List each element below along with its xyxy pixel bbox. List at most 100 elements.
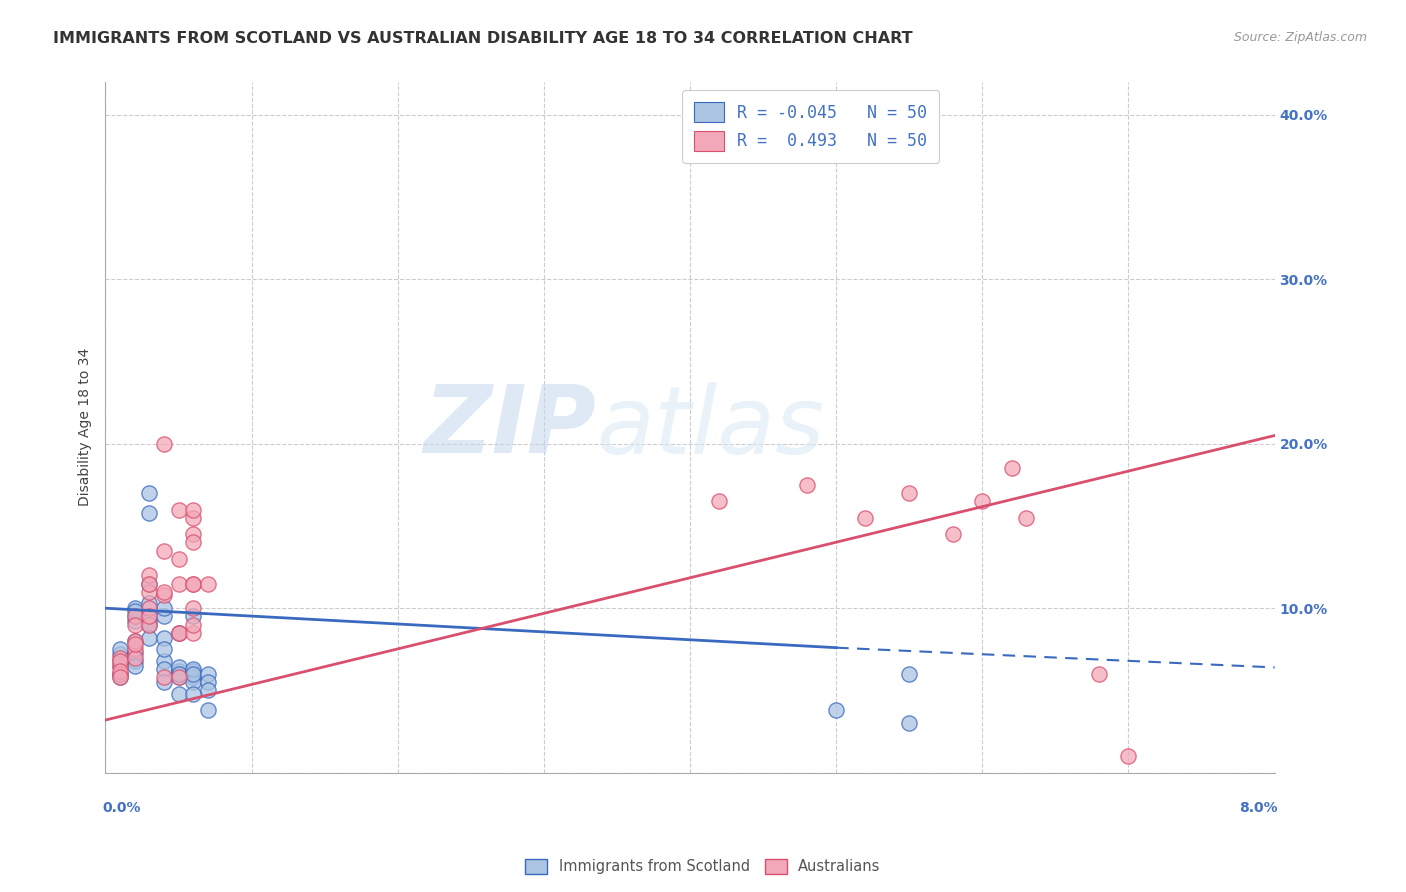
Point: [138, 568, 160, 582]
Legend: Immigrants from Scotland, Australians: Immigrants from Scotland, Australians: [520, 853, 886, 880]
Point: [138, 609, 160, 624]
Point: [855, 510, 877, 524]
Point: [167, 670, 190, 684]
Point: [167, 576, 190, 591]
Point: [108, 658, 131, 673]
Point: [138, 584, 160, 599]
Point: [124, 637, 146, 651]
Point: [138, 576, 160, 591]
Point: [181, 667, 204, 681]
Point: [898, 716, 921, 731]
Point: [138, 617, 160, 632]
Point: [153, 609, 176, 624]
Point: [124, 650, 146, 665]
Point: [709, 494, 731, 508]
Point: [1000, 461, 1022, 475]
Legend: R = -0.045   N = 50, R =  0.493   N = 50: R = -0.045 N = 50, R = 0.493 N = 50: [682, 90, 939, 162]
Point: [181, 576, 204, 591]
Point: [108, 658, 131, 673]
Point: [153, 662, 176, 676]
Point: [108, 650, 131, 665]
Point: [167, 625, 190, 640]
Point: [138, 617, 160, 632]
Text: 8.0%: 8.0%: [1239, 800, 1278, 814]
Point: [167, 664, 190, 678]
Point: [108, 654, 131, 668]
Point: [181, 662, 204, 676]
Point: [197, 675, 219, 690]
Point: [124, 646, 146, 660]
Point: [124, 658, 146, 673]
Point: [181, 502, 204, 516]
Point: [197, 667, 219, 681]
Point: [108, 642, 131, 657]
Text: IMMIGRANTS FROM SCOTLAND VS AUSTRALIAN DISABILITY AGE 18 TO 34 CORRELATION CHART: IMMIGRANTS FROM SCOTLAND VS AUSTRALIAN D…: [53, 31, 912, 46]
Point: [181, 535, 204, 549]
Point: [108, 667, 131, 681]
Point: [153, 670, 176, 684]
Point: [153, 588, 176, 602]
Point: [197, 703, 219, 717]
Point: [108, 670, 131, 684]
Point: [124, 634, 146, 648]
Point: [138, 601, 160, 615]
Text: atlas: atlas: [596, 382, 825, 473]
Point: [138, 609, 160, 624]
Point: [153, 436, 176, 450]
Point: [138, 486, 160, 500]
Point: [108, 654, 131, 668]
Point: [153, 601, 176, 615]
Text: 0.0%: 0.0%: [103, 800, 141, 814]
Point: [167, 625, 190, 640]
Point: [679, 108, 702, 122]
Point: [1015, 510, 1038, 524]
Point: [138, 576, 160, 591]
Point: [124, 642, 146, 657]
Point: [942, 527, 965, 541]
Point: [124, 609, 146, 624]
Point: [898, 486, 921, 500]
Point: [181, 576, 204, 591]
Point: [108, 670, 131, 684]
Point: [825, 703, 848, 717]
Point: [138, 615, 160, 629]
Point: [153, 642, 176, 657]
Point: [167, 625, 190, 640]
Point: [181, 510, 204, 524]
Point: [167, 502, 190, 516]
Point: [167, 667, 190, 681]
Point: [167, 667, 190, 681]
Point: [138, 596, 160, 610]
Point: [181, 527, 204, 541]
Point: [153, 631, 176, 645]
Point: [181, 675, 204, 690]
Point: [167, 660, 190, 674]
Point: [124, 634, 146, 648]
Point: [167, 670, 190, 684]
Point: [181, 625, 204, 640]
Point: [108, 647, 131, 661]
Point: [153, 543, 176, 558]
Point: [153, 584, 176, 599]
Point: [108, 664, 131, 678]
Point: [1088, 667, 1111, 681]
Point: [124, 654, 146, 668]
Text: ZIP: ZIP: [423, 381, 596, 474]
Point: [124, 605, 146, 619]
Point: [138, 631, 160, 645]
Point: [124, 601, 146, 615]
Point: [796, 478, 818, 492]
Point: [153, 675, 176, 690]
Point: [138, 506, 160, 520]
Point: [197, 576, 219, 591]
Text: Source: ZipAtlas.com: Source: ZipAtlas.com: [1233, 31, 1367, 45]
Point: [108, 667, 131, 681]
Point: [972, 494, 994, 508]
Point: [153, 654, 176, 668]
Y-axis label: Disability Age 18 to 34: Disability Age 18 to 34: [79, 348, 93, 507]
Point: [124, 615, 146, 629]
Point: [124, 617, 146, 632]
Point: [898, 667, 921, 681]
Point: [181, 664, 204, 678]
Point: [197, 683, 219, 698]
